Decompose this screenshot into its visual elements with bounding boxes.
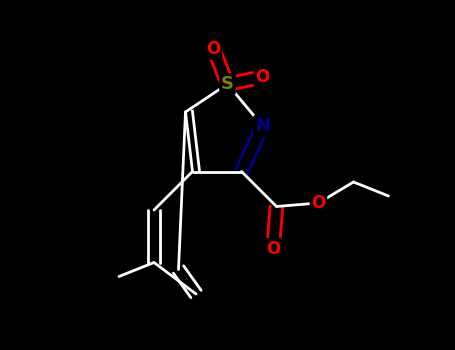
Text: O: O bbox=[255, 68, 270, 86]
Text: O: O bbox=[266, 239, 280, 258]
Text: N: N bbox=[255, 117, 270, 135]
Text: O: O bbox=[207, 40, 221, 58]
Text: S: S bbox=[221, 75, 234, 93]
Text: O: O bbox=[311, 194, 326, 212]
